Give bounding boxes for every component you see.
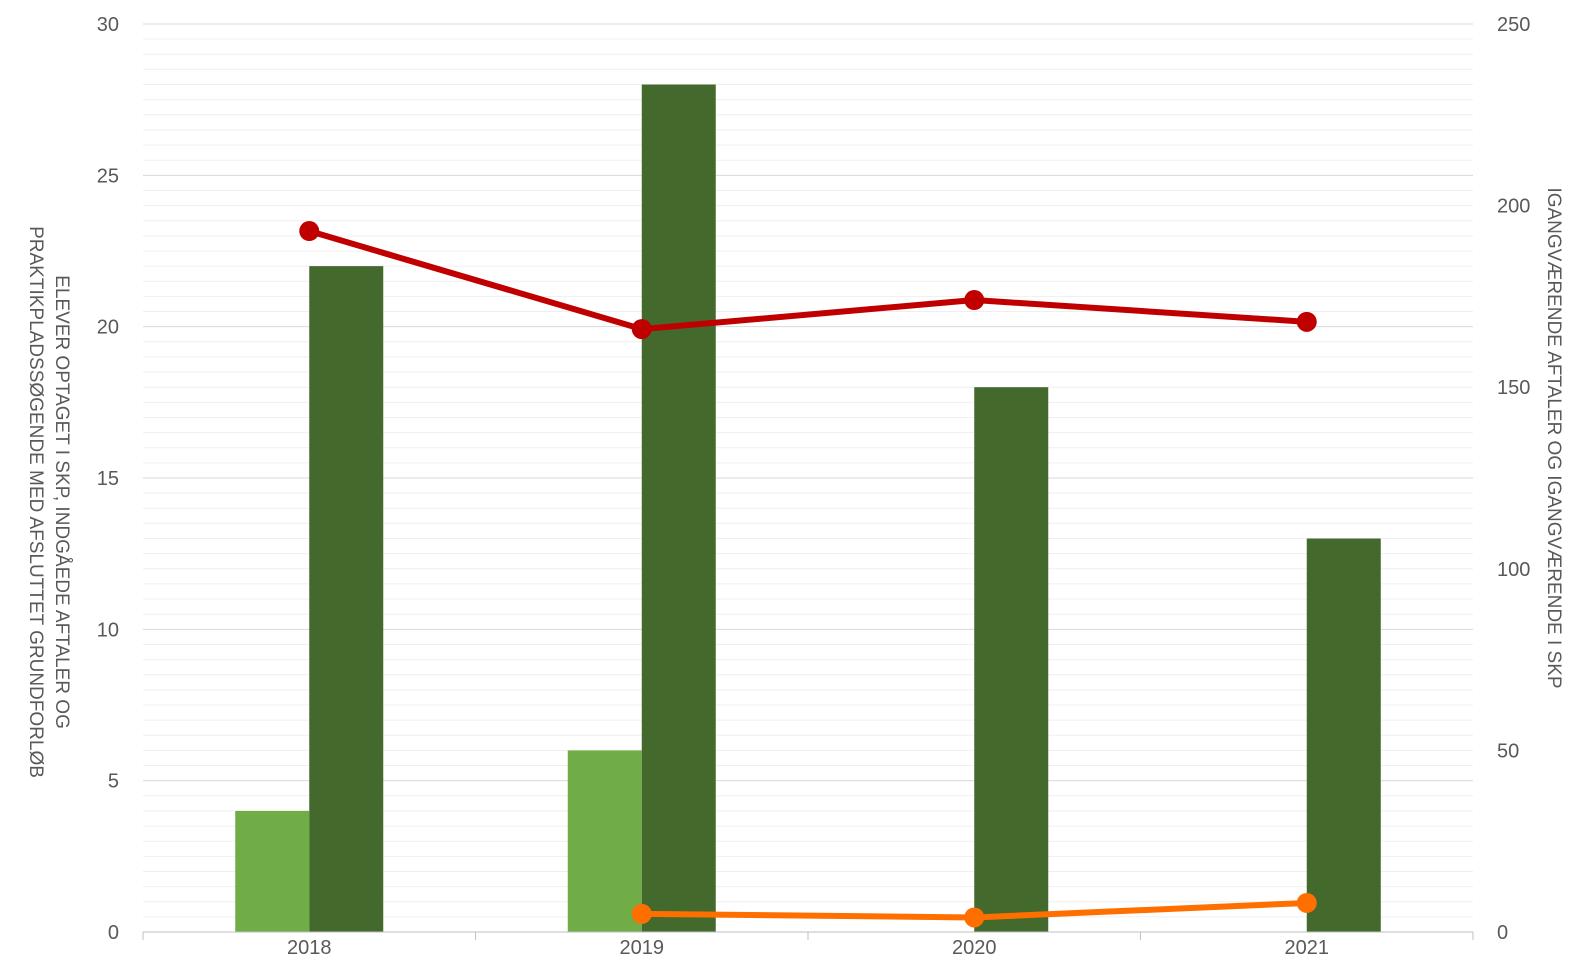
lines bbox=[299, 221, 1317, 928]
line-series-2-point-2021 bbox=[1296, 892, 1317, 913]
left-axis-title-line2: PRAKTIKPLADSSØGENDE MED AFSLUTTET GRUNDF… bbox=[25, 226, 46, 778]
right-axis-tick-label: 200 bbox=[1497, 196, 1530, 218]
right-axis-ticks: 0 50 100 150 200 250 bbox=[1497, 14, 1530, 944]
line-series-1 bbox=[308, 228, 1307, 333]
bar-series-1-2019 bbox=[567, 750, 642, 932]
left-axis-tick-label: 25 bbox=[97, 165, 119, 187]
x-axis-tick-label-2018: 2018 bbox=[287, 937, 332, 954]
line-series-1-point-2018 bbox=[299, 221, 320, 242]
left-axis-ticks: 0 5 10 15 20 25 30 bbox=[97, 14, 119, 944]
bar-series-2-2019 bbox=[641, 84, 716, 933]
x-axis-tick-label-2019: 2019 bbox=[620, 937, 665, 954]
right-axis-tick-label: 50 bbox=[1497, 740, 1519, 762]
right-axis-tick-label: 0 bbox=[1497, 922, 1508, 944]
right-axis-title: IGANGVÆRENDE AFTALER OG IGANGVÆRENDE I S… bbox=[1543, 187, 1564, 688]
line-series-2-point-2020 bbox=[964, 907, 985, 928]
left-axis-tick-label: 20 bbox=[97, 317, 119, 339]
left-axis-tick-label: 15 bbox=[97, 468, 119, 490]
line-series-1-point-2019 bbox=[631, 319, 652, 340]
left-axis-tick-label: 10 bbox=[97, 619, 119, 641]
line-series-2-point-2019 bbox=[631, 903, 652, 924]
left-axis-title-line1: ELEVER OPTAGET I SKP, INDGÅEDE AFTALER O… bbox=[51, 275, 72, 729]
x-axis-tick-label-2020: 2020 bbox=[952, 937, 997, 954]
right-axis-tick-label: 250 bbox=[1497, 14, 1530, 36]
left-axis-tick-label: 5 bbox=[108, 771, 119, 793]
right-axis-tick-label: 100 bbox=[1497, 559, 1530, 581]
line-series-1-point-2020 bbox=[964, 290, 985, 311]
line-series-1-point-2021 bbox=[1296, 311, 1317, 332]
axes bbox=[142, 931, 1474, 940]
bars bbox=[235, 84, 1381, 933]
x-axis-ticks: 2018 2019 2020 2021 bbox=[287, 937, 1329, 954]
x-axis-tick-label-2021: 2021 bbox=[1285, 937, 1330, 954]
left-axis-tick-label: 0 bbox=[108, 922, 119, 944]
bar-series-1-2018 bbox=[235, 810, 310, 932]
bar-series-2-2018 bbox=[309, 266, 384, 933]
bar-series-2-2021 bbox=[1306, 538, 1381, 932]
right-axis-tick-label: 150 bbox=[1497, 377, 1530, 399]
left-axis-tick-label: 30 bbox=[97, 14, 119, 36]
bar-series-2-2020 bbox=[974, 387, 1049, 932]
